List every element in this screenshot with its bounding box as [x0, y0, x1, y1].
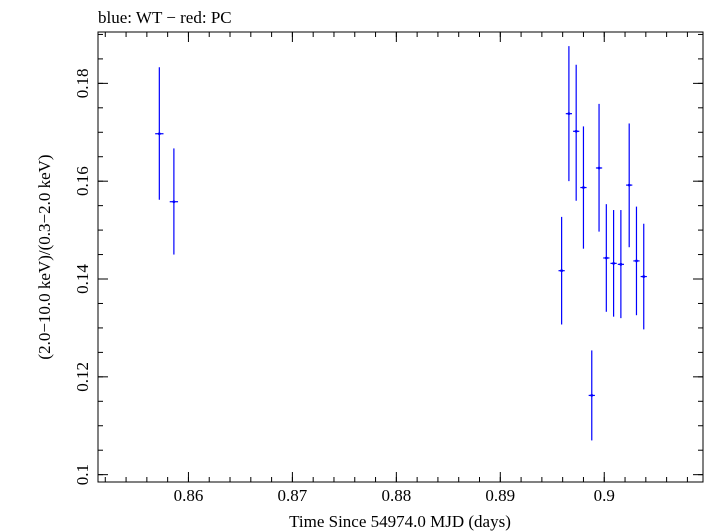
y-tick-label: 0.14: [73, 264, 92, 294]
data-marker: [612, 261, 616, 265]
plot-frame: [97, 31, 704, 483]
data-marker: [157, 132, 161, 136]
data-marker: [619, 262, 623, 266]
data-marker: [590, 394, 594, 397]
data-point: [155, 67, 164, 200]
data-marker: [582, 186, 585, 189]
data-marker: [172, 200, 176, 204]
data-point: [558, 216, 565, 325]
data-marker: [567, 112, 571, 116]
data-marker: [574, 129, 578, 133]
data-marker: [642, 275, 646, 278]
data-point: [595, 103, 603, 232]
data-point: [610, 210, 617, 317]
data-point: [626, 123, 633, 248]
x-tick-label: 0.9: [594, 486, 615, 505]
data-point: [169, 148, 179, 255]
data-point: [580, 126, 587, 249]
y-tick-label: 0.16: [73, 166, 92, 196]
data-marker: [635, 259, 638, 263]
y-axis: 0.1 0.12 0.14 0.16 0.18: [73, 33, 703, 485]
data-marker: [560, 269, 564, 273]
x-tick-label: 0.89: [485, 486, 515, 505]
data-point: [640, 223, 647, 330]
chart-title: blue: WT − red: PC: [98, 8, 232, 27]
x-axis: 0.86 0.87 0.88 0.89 0.9: [104, 32, 688, 505]
data-point: [603, 204, 610, 312]
x-axis-label: Time Since 54974.0 MJD (days): [289, 512, 511, 531]
y-tick-label: 0.12: [73, 362, 92, 392]
x-tick-label: 0.88: [381, 486, 411, 505]
data-point: [633, 206, 640, 316]
data-point: [617, 210, 624, 319]
data-series-wt: [155, 46, 647, 441]
x-tick-label: 0.86: [174, 486, 204, 505]
y-axis-label: (2.0−10.0 keV)/(0.3−2.0 keV): [35, 154, 54, 359]
data-marker: [627, 183, 631, 187]
x-tick-label: 0.87: [278, 486, 308, 505]
data-point: [588, 350, 595, 441]
data-marker: [604, 256, 608, 260]
y-tick-label: 0.1: [73, 464, 92, 485]
data-point: [573, 64, 580, 201]
y-tick-label: 0.18: [73, 68, 92, 98]
data-point: [565, 46, 573, 182]
data-marker: [597, 166, 601, 170]
